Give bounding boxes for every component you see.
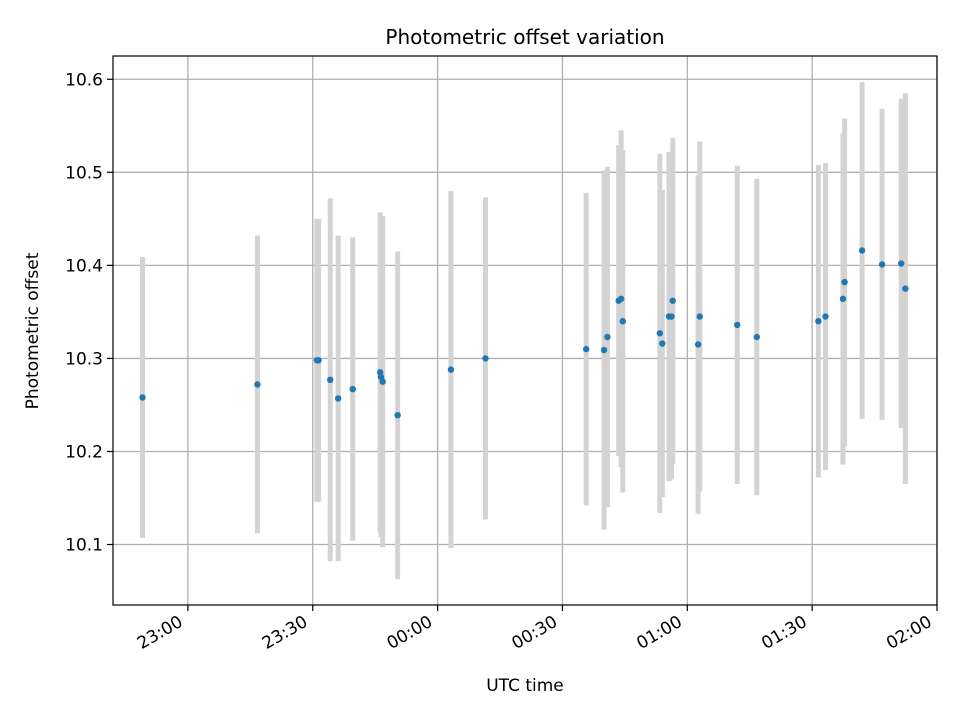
chart-title: Photometric offset variation: [385, 25, 664, 49]
data-point: [617, 295, 625, 303]
data-point: [447, 366, 455, 373]
data-point: [841, 278, 848, 286]
y-tick-label: 10.1: [65, 536, 103, 556]
data-point: [753, 333, 761, 341]
y-tick-label: 10.6: [65, 70, 103, 90]
data-point: [604, 333, 611, 341]
data-point: [734, 321, 741, 329]
y-tick-label: 10.4: [65, 256, 103, 276]
data-point: [815, 317, 822, 325]
data-point: [349, 385, 356, 393]
data-point: [139, 394, 146, 401]
y-tick-label: 10.3: [65, 349, 103, 369]
data-points: [139, 247, 909, 419]
data-point: [394, 411, 401, 419]
data-point: [659, 340, 666, 347]
plot-frame: [112, 55, 938, 606]
data-point: [600, 346, 608, 354]
data-point: [822, 313, 829, 320]
y-tick-label: 10.5: [65, 163, 103, 183]
data-point: [334, 395, 342, 402]
data-point: [902, 285, 909, 292]
data-point: [694, 341, 702, 348]
data-point: [482, 355, 489, 362]
y-axis-ticks: 10.1 10.2 10.3 10.4 10.5 10.6: [65, 70, 113, 556]
y-axis-label: Photometric offset: [23, 252, 43, 409]
data-point: [839, 295, 847, 303]
data-point: [668, 313, 675, 320]
data-point: [656, 330, 664, 337]
data-point: [379, 378, 386, 385]
data-point: [696, 313, 703, 320]
y-tick-label: 10.2: [65, 442, 103, 462]
data-point: [327, 376, 334, 384]
data-point: [315, 357, 322, 364]
data-point: [858, 247, 866, 254]
data-point: [619, 317, 626, 325]
x-axis-label: UTC time: [486, 676, 564, 696]
grid-lines: [113, 56, 938, 605]
data-point: [254, 381, 261, 388]
data-point: [669, 297, 676, 304]
data-point: [898, 260, 905, 267]
data-point: [582, 345, 590, 353]
data-point: [878, 261, 886, 268]
